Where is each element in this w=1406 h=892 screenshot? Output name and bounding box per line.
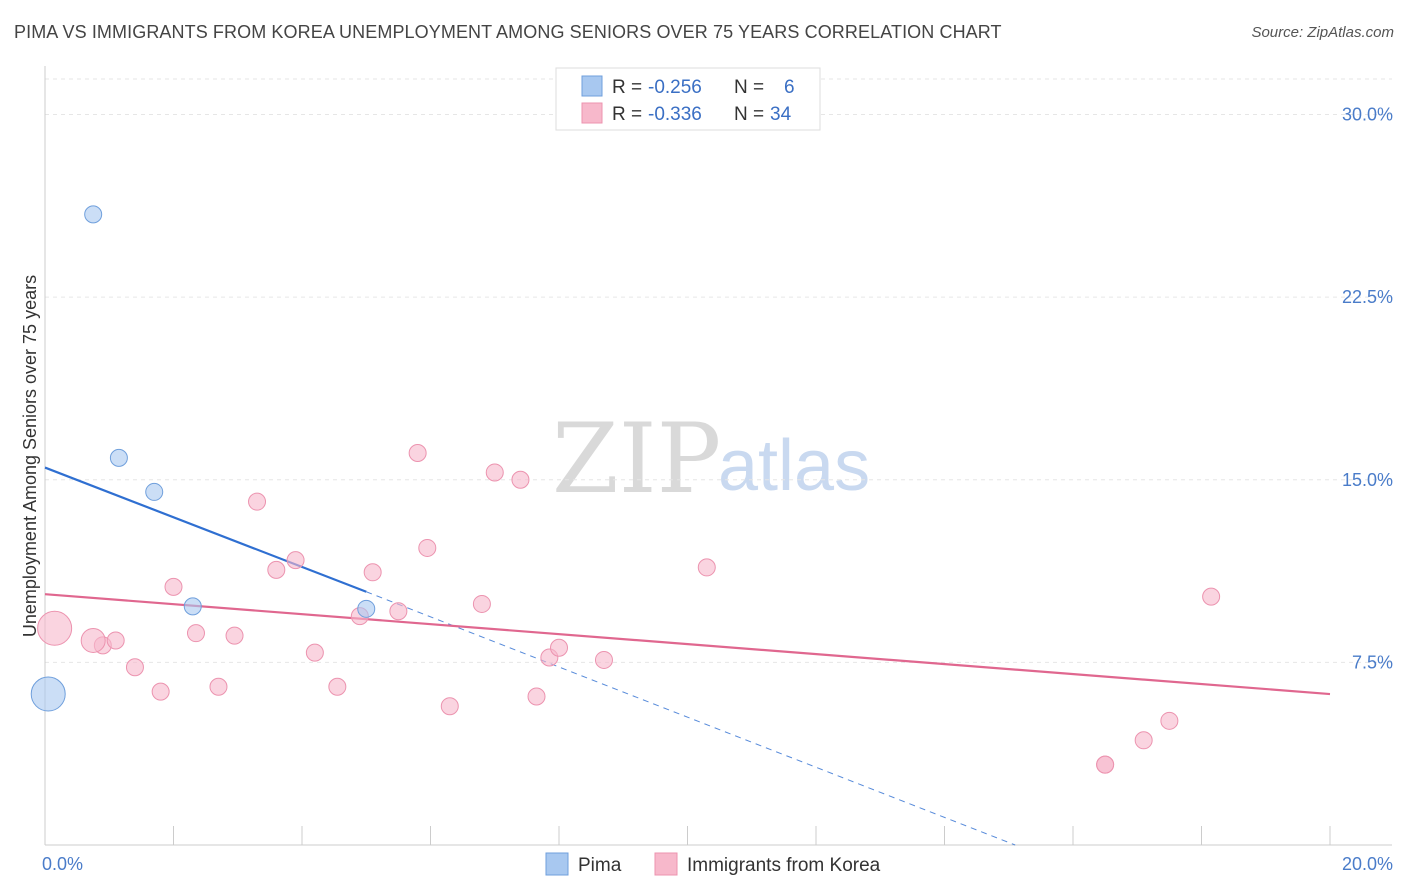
bottom-legend-swatch-korea [654,852,678,876]
legend-n-label-pima: N = [734,77,764,98]
point-1-18 [408,443,427,462]
point-0-4 [183,597,202,616]
tick-labels: 7.5% 15.0% 22.5% 30.0% 0.0% 20.0% [42,105,1393,874]
point-0-3 [145,482,164,501]
legend-r-value-korea: -0.336 [648,104,702,125]
bottom-legend-label-korea: Immigrants from Korea [687,855,881,876]
axes [44,66,1392,846]
watermark-zip: ZIP [552,403,721,515]
point-1-33 [1202,587,1221,606]
point-1-12 [286,551,305,570]
point-1-7 [186,624,205,643]
legend-r-label-pima: R = [612,77,642,98]
gridlines [45,78,1392,663]
point-1-28 [697,558,716,577]
point-1-8 [209,677,228,696]
trend-extension-0 [366,591,1016,846]
source-label: Source: ZipAtlas.com [1251,24,1394,41]
point-1-9 [225,626,244,645]
point-1-3 [106,631,125,650]
point-1-26 [550,638,568,657]
point-1-0 [37,610,73,646]
point-1-27 [594,650,613,669]
point-1-14 [328,677,347,696]
point-1-11 [267,560,286,579]
watermark: ZIP atlas [552,403,870,515]
series-legend: Pima Immigrants from Korea [545,852,881,876]
chart-title: PIMA VS IMMIGRANTS FROM KOREA UNEMPLOYME… [14,22,1002,42]
point-1-31 [1134,731,1153,750]
point-1-5 [151,682,170,701]
point-1-21 [472,594,491,613]
x-tick-label-1: 20.0% [1342,854,1393,874]
point-1-2 [80,627,106,653]
trend-line-1 [44,593,1331,696]
point-0-2 [109,448,128,467]
trend-lines [44,466,1331,846]
point-0-1 [84,205,103,224]
point-0-0 [30,676,66,712]
correlation-legend: R = -0.256 N = 6 R = -0.336 N = 34 [555,67,821,131]
point-1-6 [164,577,183,596]
watermark-atlas: atlas [718,426,870,506]
legend-n-label-korea: N = [734,104,764,125]
point-1-13 [305,643,324,662]
y-tick-label-1: 15.0% [1342,470,1393,490]
legend-n-value-pima: 6 [784,77,795,98]
legend-swatch-pima [581,75,603,97]
trend-line-0 [44,466,367,593]
point-1-19 [418,538,437,557]
x-tick-label-0: 0.0% [42,854,83,874]
y-tick-label-0: 7.5% [1352,652,1393,672]
y-axis-title: Unemployment Among Seniors over 75 years [20,275,40,637]
bottom-legend-label-pima: Pima [578,855,622,876]
legend-r-value-pima: -0.256 [648,77,702,98]
y-tick-label-3: 30.0% [1342,105,1393,125]
point-1-32 [1160,711,1179,730]
point-1-22 [485,463,504,482]
legend-swatch-korea [581,102,603,124]
point-1-24 [527,687,546,706]
bottom-legend-swatch-pima [545,852,569,876]
point-0-5 [357,599,376,618]
point-1-10 [248,492,267,511]
point-1-16 [363,563,382,582]
legend-r-label-korea: R = [612,104,642,125]
point-1-17 [389,602,408,621]
point-1-4 [125,658,144,677]
point-1-30 [1096,755,1115,774]
legend-n-value-korea: 34 [770,104,792,125]
y-tick-label-2: 22.5% [1342,287,1393,307]
point-1-20 [440,697,459,716]
point-1-23 [511,470,530,489]
data-points [30,205,1221,774]
